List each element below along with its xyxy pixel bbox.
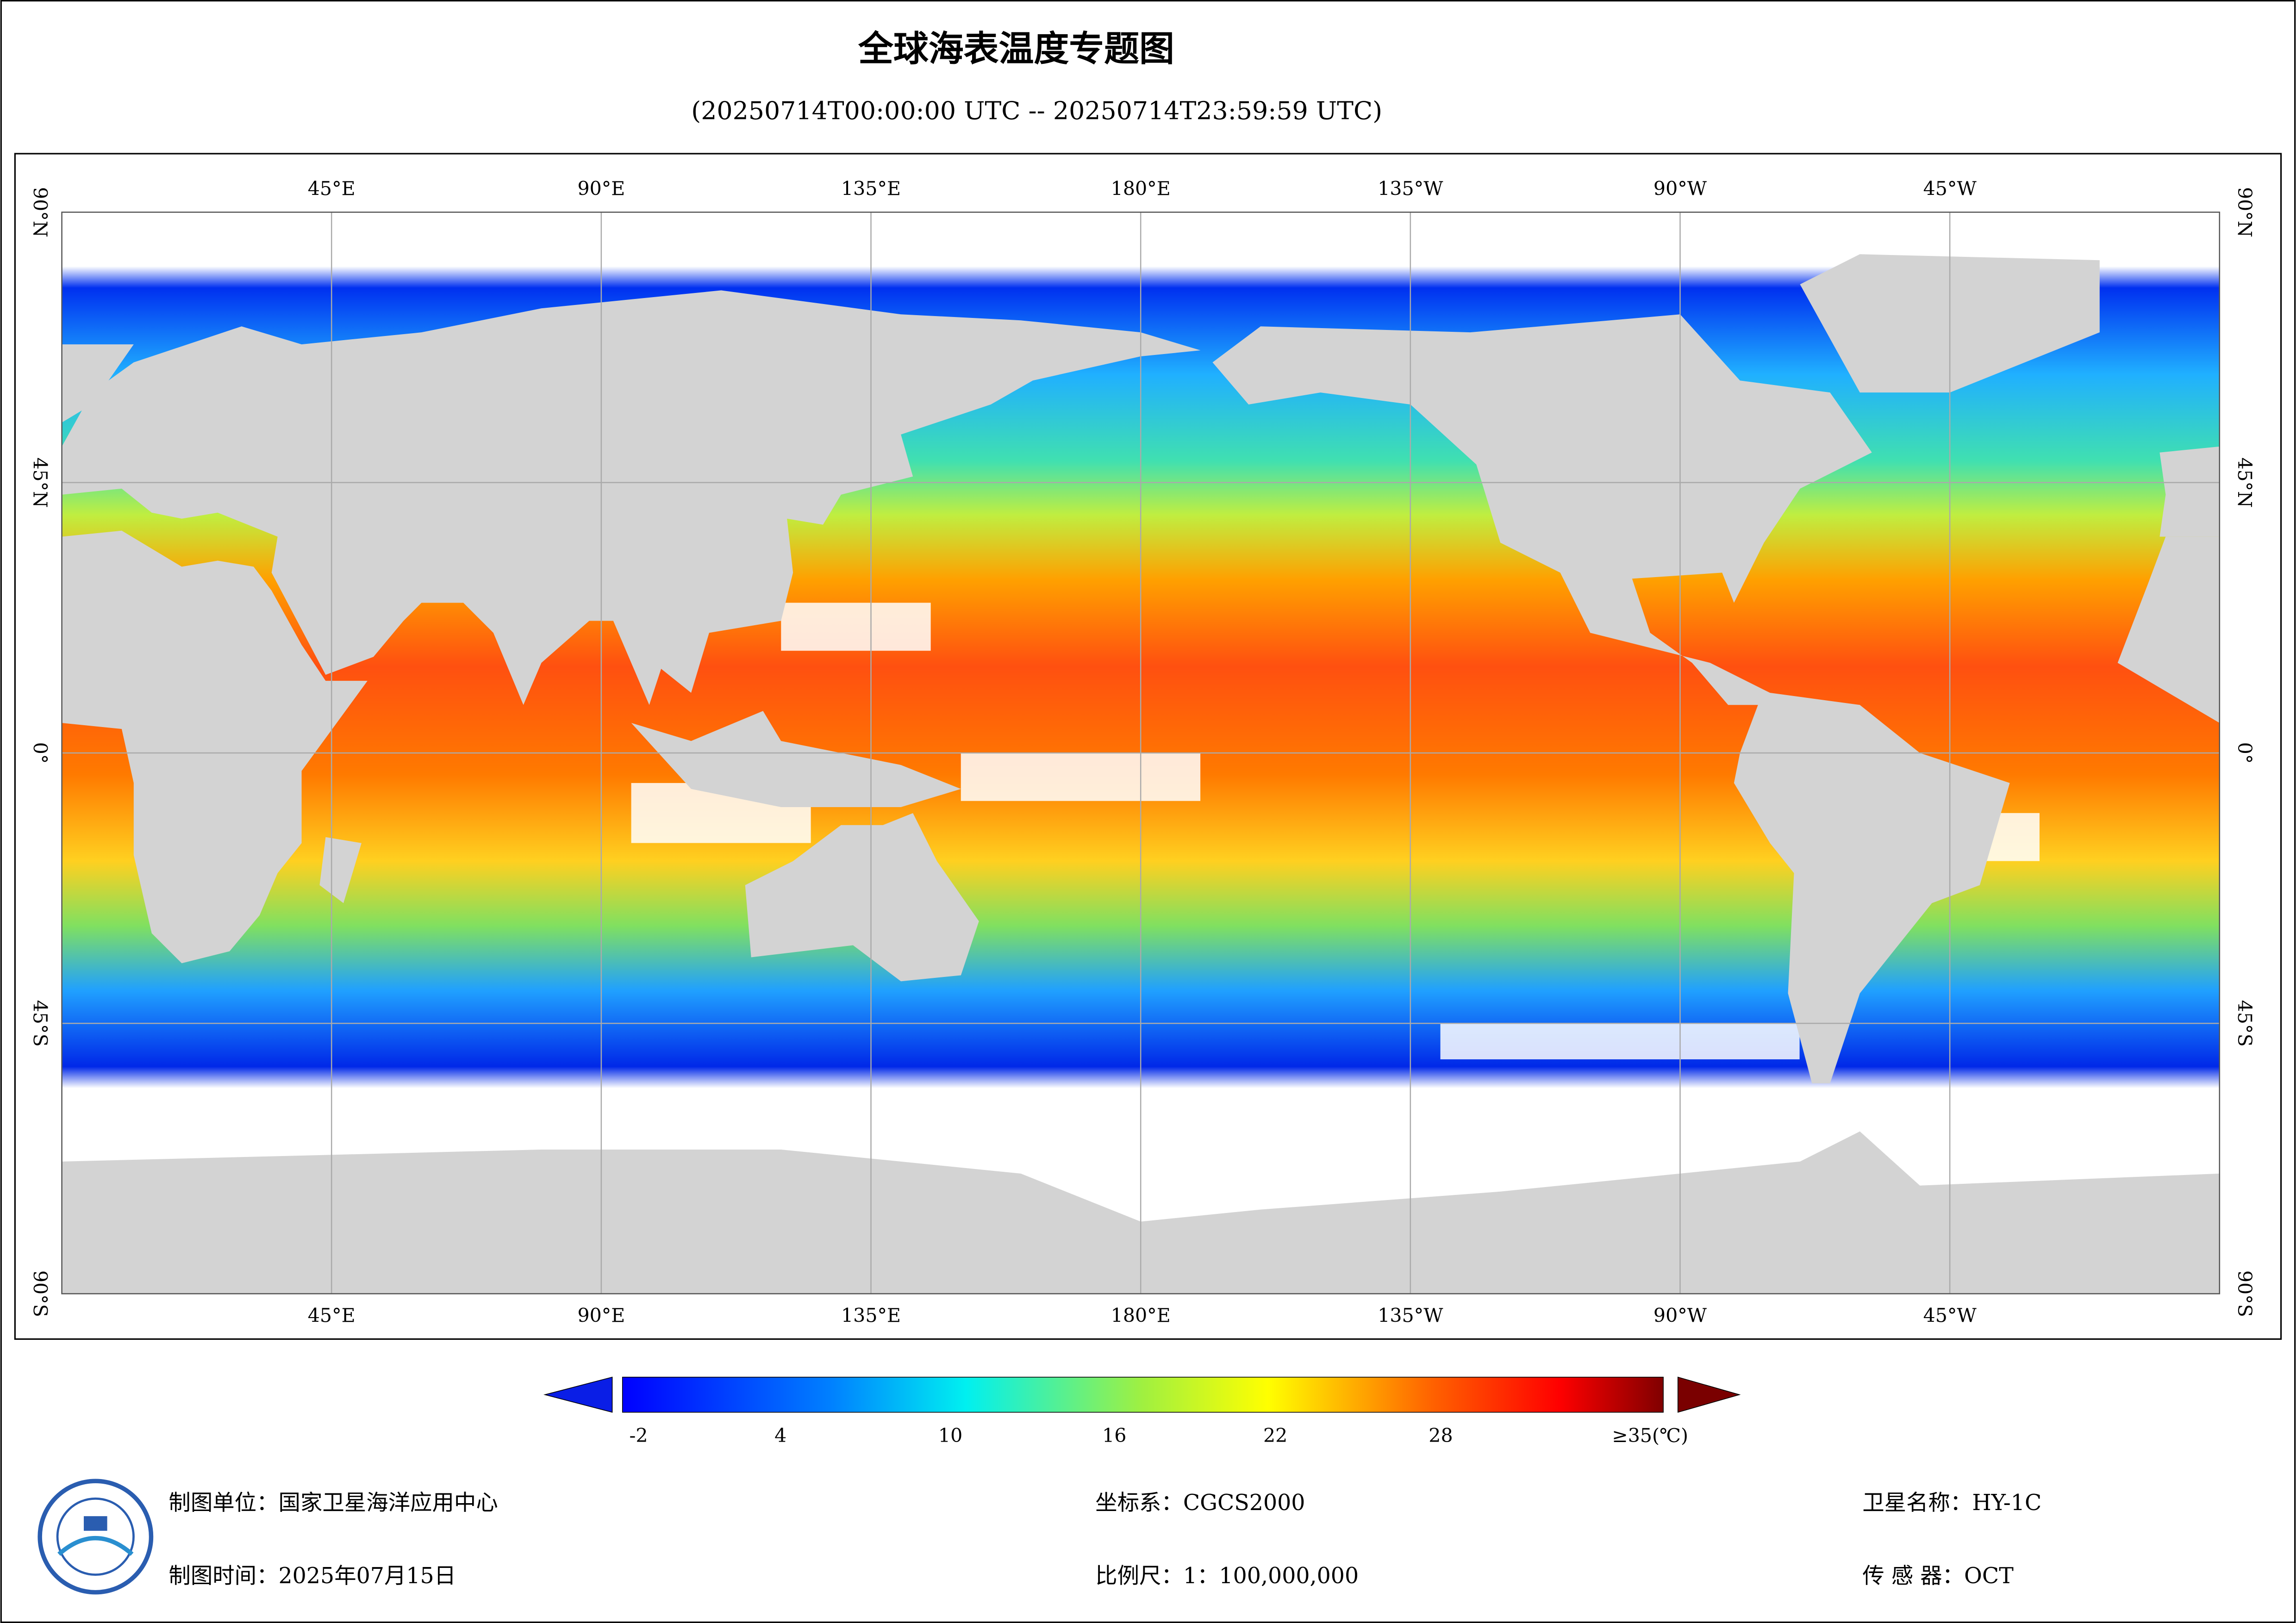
no-data-patch — [961, 753, 1201, 801]
colorbar-label: -2 — [629, 1424, 648, 1447]
land-africa — [62, 530, 368, 964]
map-border — [61, 211, 2221, 1294]
longitude-label-bottom: 90°W — [1653, 1305, 1707, 1327]
footer-scale: 比例尺：1：100,000,000 — [1095, 1563, 1359, 1589]
longitude-label-top: 135°W — [1378, 178, 1443, 200]
latitude-label-left: 45°S — [29, 1000, 51, 1047]
footer-satellite: 卫星名称：HY-1C — [1862, 1490, 2041, 1516]
colorbar-label: 28 — [1429, 1424, 1453, 1447]
colorbar-label: 10 — [938, 1424, 962, 1447]
longitude-label-top: 45°W — [1923, 178, 1977, 200]
longitude-label-bottom: 90°E — [577, 1305, 625, 1327]
map-frame — [14, 153, 2282, 1340]
subtitle: (20250714T00:00:00 UTC -- 20250714T23:59… — [691, 96, 1382, 125]
land-eurasia — [62, 290, 1201, 705]
longitude-label-bottom: 135°W — [1378, 1305, 1443, 1327]
latitude-label-left: 90°S — [29, 1270, 51, 1317]
latitude-label-left: 0° — [29, 742, 51, 764]
colorbar-label: ≥35(℃) — [1612, 1424, 1688, 1447]
map: 45°E 45°E 90°E 90°E 135°E 135°E 180°E 180°E 135°… — [29, 178, 2255, 1327]
longitude-label-bottom: 45°E — [308, 1305, 356, 1327]
longitude-label-top: 90°E — [577, 178, 625, 200]
latitude-label-right: 45°N — [2234, 457, 2256, 508]
longitude-label-top: 180°E — [1111, 178, 1171, 200]
latitude-label-right: 0° — [2234, 742, 2256, 764]
colorbar-high-arrow — [1677, 1376, 1741, 1413]
footer-date: 制图时间：2025年07月15日 — [168, 1563, 456, 1589]
longitude-label-bottom: 135°E — [841, 1305, 901, 1327]
no-data-patch — [781, 603, 931, 651]
longitude-label-top: 135°E — [841, 178, 901, 200]
longitude-label-bottom: 180°E — [1111, 1305, 1171, 1327]
colorbar — [622, 1376, 1664, 1413]
colorbar-low-arrow — [543, 1376, 613, 1413]
footer-unit: 制图单位：国家卫星海洋应用中心 — [168, 1490, 498, 1516]
longitude-label-bottom: 45°W — [1923, 1305, 1977, 1327]
land-scandinavia — [62, 344, 134, 423]
land-islands — [631, 711, 961, 808]
colorbar-label: 4 — [774, 1424, 786, 1447]
latitude-label-right: 90°N — [2234, 187, 2256, 237]
colorbar-label: 16 — [1102, 1424, 1126, 1447]
land-west-europe — [2159, 446, 2220, 537]
colorbar-label: 22 — [1263, 1424, 1287, 1447]
land-west-africa — [2117, 536, 2220, 723]
latitude-label-left: 90°N — [29, 187, 51, 237]
footer-crs: 坐标系：CGCS2000 — [1095, 1490, 1305, 1516]
no-data-patch — [1440, 1023, 1800, 1060]
title: 全球海表温度专题图 — [858, 29, 1174, 69]
land-australia — [745, 813, 979, 982]
land-americas — [1212, 314, 2010, 1084]
latitude-label-right: 90°S — [2234, 1270, 2256, 1317]
logo — [37, 1479, 154, 1595]
footer-sensor: 传 感 器：OCT — [1862, 1563, 2014, 1589]
latitude-label-right: 45°S — [2234, 1000, 2256, 1047]
longitude-label-top: 45°E — [308, 178, 356, 200]
longitude-label-top: 90°W — [1653, 178, 1707, 200]
latitude-label-left: 45°N — [29, 457, 51, 508]
land-madagascar — [319, 837, 362, 903]
